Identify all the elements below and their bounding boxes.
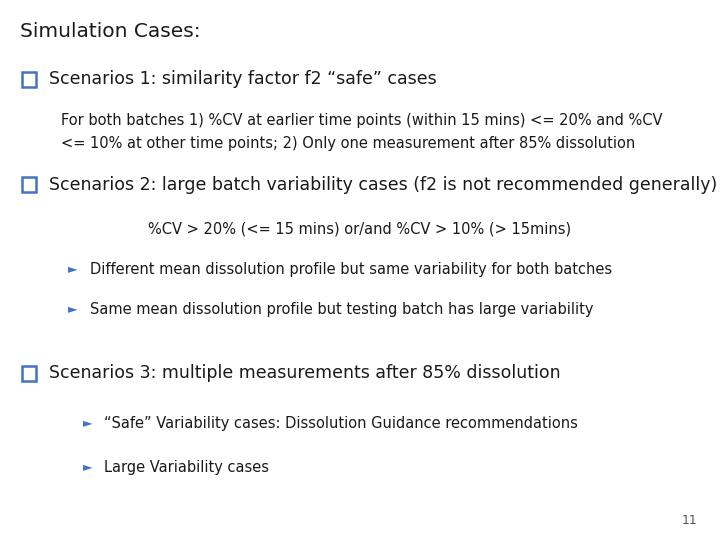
Text: ►: ► xyxy=(83,416,92,429)
Text: %CV > 20% (<= 15 mins) or/and %CV > 10% (> 15mins): %CV > 20% (<= 15 mins) or/and %CV > 10% … xyxy=(148,221,572,237)
Text: Simulation Cases:: Simulation Cases: xyxy=(20,22,201,40)
Text: Scenarios 1: similarity factor f2 “safe” cases: Scenarios 1: similarity factor f2 “safe”… xyxy=(49,70,437,88)
Text: 11: 11 xyxy=(681,514,697,526)
Bar xyxy=(22,72,36,86)
Text: For both batches 1) %CV at earlier time points (within 15 mins) <= 20% and %CV
<: For both batches 1) %CV at earlier time … xyxy=(61,113,662,151)
Text: Same mean dissolution profile but testing batch has large variability: Same mean dissolution profile but testin… xyxy=(90,302,593,318)
Text: Different mean dissolution profile but same variability for both batches: Different mean dissolution profile but s… xyxy=(90,262,612,277)
Text: “Safe” Variability cases: Dissolution Guidance recommendations: “Safe” Variability cases: Dissolution Gu… xyxy=(104,416,578,431)
Text: ►: ► xyxy=(68,262,78,275)
Text: Scenarios 3: multiple measurements after 85% dissolution: Scenarios 3: multiple measurements after… xyxy=(49,364,561,382)
Text: Large Variability cases: Large Variability cases xyxy=(104,460,269,475)
Bar xyxy=(22,366,36,381)
Bar xyxy=(22,177,36,192)
Text: Scenarios 2: large batch variability cases (f2 is not recommended generally): Scenarios 2: large batch variability cas… xyxy=(49,176,717,193)
Text: ►: ► xyxy=(68,302,78,315)
Text: ►: ► xyxy=(83,460,92,473)
